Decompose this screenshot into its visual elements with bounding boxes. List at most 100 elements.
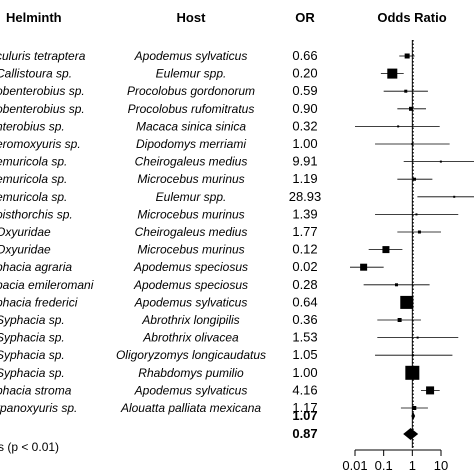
host-label: Alouatta palliata mexicana <box>120 401 261 415</box>
effect-marker <box>426 386 435 395</box>
host-label: Eulemur spp. <box>156 190 227 204</box>
host-label: Procolobus gordonorum <box>127 84 255 98</box>
or-value: 1.19 <box>292 171 317 186</box>
host-label: Macaca sinica sinica <box>136 119 246 133</box>
study-table: culuris tetraptera Apodemus sylvaticus 0.6… <box>0 48 321 441</box>
summary-diamond <box>411 412 416 420</box>
helminth-label: pacia emileromani <box>0 278 94 292</box>
significance-note: s (p < 0.01) <box>0 440 59 454</box>
x-tick-label: 0.1 <box>375 458 393 473</box>
column-headers: Helminth Host OR Odds Ratio <box>6 10 447 25</box>
study-row: nterobius sp. Macaca sinica sinica 0.32 <box>0 118 318 133</box>
effect-marker <box>453 195 456 198</box>
x-tick-label: 0.01 <box>342 458 367 473</box>
effect-marker <box>387 68 398 79</box>
or-value: 0.64 <box>292 294 317 309</box>
effect-marker <box>404 53 410 59</box>
effect-marker <box>412 406 417 410</box>
host-label: Cheirogaleus medius <box>135 155 248 169</box>
host-label: Microcebus murinus <box>137 207 244 221</box>
study-row: obenterobius sp. Procolobus rufomitratus 0… <box>0 101 318 116</box>
helminth-label: phacia frederici <box>0 295 78 309</box>
helminth-label: culuris tetraptera <box>0 49 86 63</box>
or-value: 0.12 <box>292 242 317 257</box>
host-label: Microcebus murinus <box>137 243 244 257</box>
plot-area <box>350 40 474 448</box>
helminth-label: rpanoxyuris sp. <box>0 401 77 415</box>
study-row: Oxyuridae Cheirogaleus medius 1.77 <box>0 224 318 239</box>
host-label: Abrothrix olivacea <box>142 331 239 345</box>
or-value: 1.00 <box>292 136 317 151</box>
study-row: emuricola sp. Cheirogaleus medius 9.91 <box>0 154 318 169</box>
summary-diamond <box>403 428 419 440</box>
host-label: Apodemus speciosus <box>133 278 248 292</box>
effect-marker <box>409 106 414 111</box>
host-label: Microcebus murinus <box>137 172 244 186</box>
or-value: 0.28 <box>292 277 317 292</box>
study-row: oisthorchis sp. Microcebus murinus 1.39 <box>0 206 318 221</box>
helminth-label: Oxyuridae <box>0 243 51 257</box>
helminth-label: obenterobius sp. <box>0 102 85 116</box>
study-row: Syphacia sp. Abrothrix olivacea 1.53 <box>0 330 318 345</box>
effect-marker <box>415 213 418 216</box>
or-value: 0.90 <box>292 101 317 116</box>
effect-marker <box>405 365 420 380</box>
effect-marker <box>411 143 414 145</box>
host-label: Eulemur spp. <box>156 67 227 81</box>
study-row: phacia frederici Apodemus sylvaticus 0.64 <box>0 294 318 309</box>
effect-marker <box>416 336 419 339</box>
effect-marker <box>397 125 400 128</box>
helminth-label: phacia stroma <box>0 383 72 397</box>
host-label: Procolobus rufomitratus <box>128 102 255 116</box>
study-row: culuris tetraptera Apodemus sylvaticus 0.6… <box>0 48 318 63</box>
summary-or-value: 0.87 <box>292 426 317 441</box>
host-label: Apodemus speciosus <box>133 260 248 274</box>
or-value: 1.05 <box>292 347 317 362</box>
helminth-label: phacia agraria <box>0 260 72 274</box>
effect-marker <box>397 318 402 322</box>
host-label: Dipodomys merriami <box>136 137 246 151</box>
or-value: 0.66 <box>292 48 317 63</box>
helminth-label: Syphacia sp. <box>0 348 65 362</box>
helminth-label: emuricola sp. <box>0 172 67 186</box>
or-value: 1.17 <box>292 400 317 415</box>
host-label: Rhabdomys pumilio <box>138 366 244 380</box>
host-label: Cheirogaleus medius <box>135 225 248 239</box>
effect-marker <box>394 283 398 287</box>
or-value: 1.39 <box>292 206 317 221</box>
effect-marker <box>412 177 416 181</box>
helminth-label: nterobius sp. <box>0 119 65 133</box>
helminth-label: Syphacia sp. <box>0 331 65 345</box>
study-row: emuricola sp. Eulemur spp. 28.93 <box>0 189 321 204</box>
effect-marker <box>404 89 408 93</box>
helminth-label: Syphacia sp. <box>0 366 65 380</box>
x-axis: 0.01 0.1 1 10 <box>342 449 448 473</box>
study-row: phacia stroma Apodemus sylvaticus 4.16 <box>0 382 318 397</box>
study-row: Oxyuridae Microcebus murinus 0.12 <box>0 242 318 257</box>
host-label: Abrothrix longipilis <box>141 313 239 327</box>
or-value: 1.53 <box>292 330 317 345</box>
helminth-label: emuricola sp. <box>0 190 67 204</box>
x-tick-label: 1 <box>409 458 416 473</box>
or-value: 1.00 <box>292 365 317 380</box>
effect-marker <box>360 263 368 271</box>
helminth-label: eromoxyuris sp. <box>0 137 81 151</box>
effect-marker <box>417 230 421 234</box>
helminth-label: emuricola sp. <box>0 155 67 169</box>
or-value: 0.20 <box>292 66 317 81</box>
x-tick-label: 10 <box>434 458 448 473</box>
effect-marker <box>382 246 390 254</box>
study-row: phacia agraria Apodemus speciosus 0.02 <box>0 259 318 274</box>
header-helminth: Helminth <box>6 10 62 25</box>
study-row: Syphacia sp. Rhabdomys pumilio 1.00 <box>0 365 318 380</box>
helminth-label: oisthorchis sp. <box>0 207 73 221</box>
helminth-label: Oxyuridae <box>0 225 51 239</box>
summary-or-value: 1.07 <box>292 408 317 423</box>
or-value: 9.91 <box>292 154 317 169</box>
study-row: emuricola sp. Microcebus murinus 1.19 <box>0 171 318 186</box>
effect-marker <box>439 160 442 163</box>
header-host: Host <box>177 10 207 25</box>
host-label: Apodemus sylvaticus <box>134 49 248 63</box>
helminth-label: Callistoura sp. <box>0 67 72 81</box>
